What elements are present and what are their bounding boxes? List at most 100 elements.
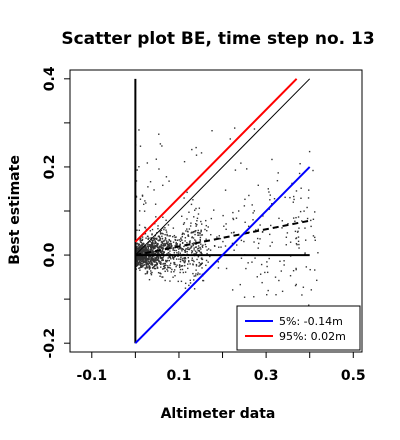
scatter-point [157,248,159,251]
scatter-point [201,258,203,260]
scatter-point [180,248,182,250]
scatter-point [298,172,301,175]
scatter-point [281,220,284,222]
scatter-point [268,191,270,193]
scatter-point [162,256,164,259]
scatter-point [168,266,170,269]
scatter-point [176,243,178,245]
scatter-point [172,258,175,260]
scatter-point [139,251,142,254]
scatter-point [166,246,169,249]
scatter-point [173,249,176,252]
scatter-point [191,259,193,261]
scatter-point [146,249,148,251]
scatter-point [170,271,172,273]
scatter-point [173,234,176,237]
scatter-point [139,260,141,262]
scatter-point [224,189,227,191]
scatter-point [309,268,311,271]
scatter-point [151,240,154,242]
scatter-point [167,224,170,226]
scatter-point [139,238,141,240]
scatter-point [162,253,164,255]
scatter-point [144,249,146,252]
scatter-point [162,244,165,246]
scatter-point [142,265,144,267]
scatter-point [253,296,255,298]
scatter-point [314,236,316,239]
scatter-point [150,270,152,272]
scatter-point [140,244,143,246]
scatter-point [172,235,174,238]
scatter-point [192,199,194,201]
scatter-point [180,265,182,267]
scatter-point [199,241,202,243]
scatter-point [199,273,201,275]
scatter-point [159,237,162,240]
scatter-point [170,246,172,248]
scatter-point [162,276,164,278]
scatter-point [198,261,200,264]
scatter-point [155,158,158,160]
scatter-point [165,246,168,248]
scatter-point [191,251,194,253]
scatter-point [188,241,191,243]
scatter-point [207,226,209,228]
scatter-point [224,245,227,247]
scatter-point [150,258,153,260]
scatter-point [278,279,280,282]
scatter-point [300,197,302,199]
scatter-point [240,162,242,164]
scatter-point [135,265,138,267]
scatter-point [174,239,177,241]
scatter-point [144,232,147,235]
scatter-point [157,247,160,249]
scatter-point [178,248,180,250]
scatter-point [191,243,194,245]
scatter-point [151,241,154,244]
scatter-point [144,252,146,255]
scatter-point [305,266,308,268]
scatter-point [200,262,202,265]
scatter-point [148,267,150,269]
scatter-point [151,246,153,248]
scatter-point [161,242,163,244]
scatter-point [152,247,155,250]
scatter-point [136,246,138,249]
scatter-point [197,213,200,215]
scatter-point [205,219,207,222]
scatter-point [170,247,173,249]
scatter-point [170,244,173,246]
scatter-point [188,211,190,213]
scatter-point [161,241,164,243]
scatter-point [199,263,201,265]
scatter-point [172,249,174,251]
scatter-point [143,258,146,260]
scatter-point [154,247,156,249]
scatter-point [294,230,297,233]
scatter-point [202,244,204,246]
scatter-point [154,260,157,262]
scatter-point [167,244,170,247]
scatter-point [261,281,263,284]
scatter-point [139,261,142,264]
scatter-point [292,201,294,203]
scatter-point [176,239,179,241]
scatter-point [176,252,178,254]
scatter-point [280,270,283,272]
scatter-point [262,215,264,217]
scatter-point [162,259,164,261]
scatter-point [144,267,146,269]
scatter-point [145,250,147,252]
scatter-point [314,211,316,213]
scatter-point [289,241,292,243]
scatter-point [310,219,312,222]
scatter-point [306,217,309,220]
scatter-point [136,258,139,261]
scatter-point [151,259,154,261]
scatter-point [266,294,268,296]
scatter-point [137,249,140,251]
scatter-point [154,261,156,263]
scatter-point [156,243,158,246]
